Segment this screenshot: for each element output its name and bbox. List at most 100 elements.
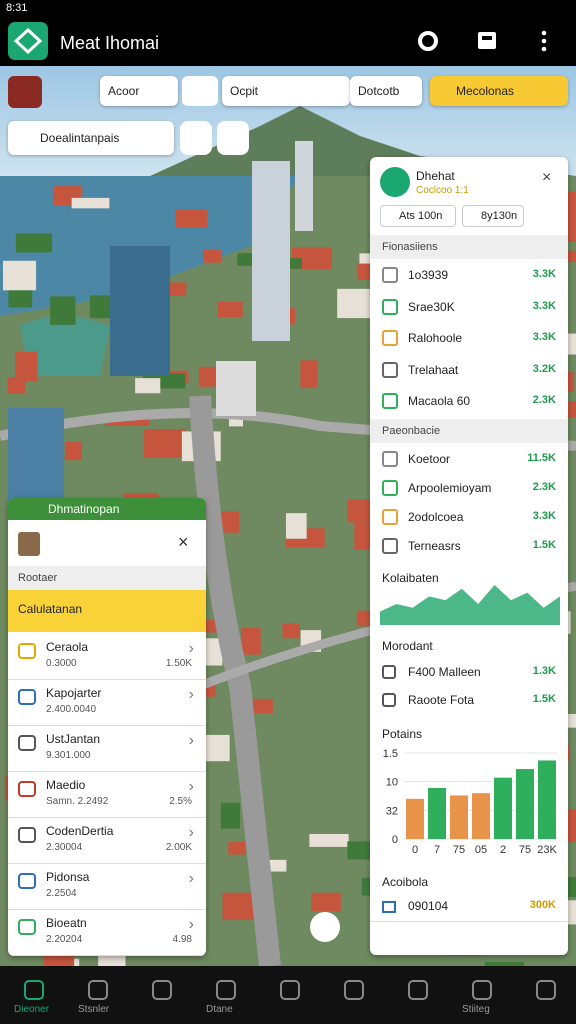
tab[interactable]: Ats 100n bbox=[380, 205, 456, 227]
row-value: 3.3K bbox=[532, 331, 556, 343]
nav-icon[interactable] bbox=[472, 980, 492, 1000]
bar bbox=[450, 795, 468, 839]
chip-label: Dotcotb bbox=[358, 84, 400, 98]
building bbox=[135, 378, 161, 394]
highlight-label: Calulatanan bbox=[18, 602, 83, 616]
nav-label: Dtane bbox=[206, 1004, 233, 1015]
filter-chip[interactable]: Ocpit bbox=[222, 76, 350, 106]
row-icon bbox=[382, 361, 398, 378]
building bbox=[50, 296, 76, 325]
row-value: 2.3K bbox=[532, 481, 556, 493]
list-item[interactable]: Pidonsa 2.2504 › bbox=[8, 864, 206, 910]
app-logo[interactable] bbox=[8, 22, 48, 60]
chevron: › bbox=[188, 640, 194, 657]
y-tick-label: 10 bbox=[386, 777, 398, 789]
trend-area bbox=[380, 585, 560, 625]
chevron: › bbox=[188, 732, 194, 749]
row-icon bbox=[382, 267, 398, 283]
list-item[interactable]: Bioeatn 2.20204 4.98 › bbox=[8, 910, 206, 956]
nav-label: Dieoner bbox=[14, 1004, 50, 1015]
filter-chip[interactable]: Acoor bbox=[100, 76, 178, 106]
app-actions[interactable] bbox=[412, 28, 562, 54]
row-value: 3.3K bbox=[532, 299, 556, 312]
item-icon bbox=[18, 781, 36, 797]
building bbox=[168, 282, 187, 297]
nav-icon[interactable] bbox=[408, 980, 428, 1000]
building bbox=[2, 260, 37, 291]
bottom-nav: Dieoner Stsnler Dtane Stiiteg bbox=[0, 966, 576, 1024]
item-subtitle: 2.400.0040 bbox=[46, 704, 97, 715]
row-value: 3.3K bbox=[532, 268, 556, 280]
filter-chip[interactable]: Dotcotb bbox=[350, 76, 422, 106]
building bbox=[98, 954, 126, 966]
pin-button[interactable] bbox=[180, 121, 212, 155]
avatar-chip[interactable] bbox=[182, 76, 218, 106]
nav-icon[interactable] bbox=[280, 980, 300, 1000]
row-label: Srae30K bbox=[408, 299, 455, 314]
chart-title: Potains bbox=[382, 727, 423, 741]
nav-icon[interactable] bbox=[216, 980, 236, 1000]
item-title: UstJantan bbox=[46, 732, 101, 746]
bar bbox=[494, 777, 512, 839]
nav-icon[interactable] bbox=[344, 980, 364, 1000]
building bbox=[356, 263, 374, 280]
building bbox=[564, 900, 576, 925]
section-title: Morodant bbox=[382, 639, 433, 653]
nav-icon[interactable] bbox=[152, 980, 172, 1000]
panel-logo bbox=[380, 167, 410, 197]
header-title: Dhmatinopan bbox=[48, 502, 120, 516]
compass-button[interactable] bbox=[310, 912, 340, 942]
menu-icon[interactable] bbox=[8, 76, 42, 108]
location-chip[interactable]: Doealintanpais bbox=[8, 121, 174, 155]
item-subtitle: 9.301.000 bbox=[46, 750, 91, 761]
nav-icon[interactable] bbox=[24, 980, 44, 1000]
section-title: Rootaer bbox=[18, 572, 58, 584]
item-subtitle: 2.2504 bbox=[46, 888, 77, 899]
bar bbox=[472, 793, 490, 839]
building bbox=[282, 623, 300, 639]
item-title: Kapojarter bbox=[46, 686, 102, 700]
building bbox=[222, 892, 258, 921]
chevron: › bbox=[188, 824, 194, 841]
section-bg bbox=[370, 235, 568, 259]
building bbox=[228, 841, 246, 855]
building bbox=[310, 892, 341, 912]
tab-label: 8y130n bbox=[481, 210, 518, 222]
bar bbox=[538, 760, 556, 839]
bar bbox=[406, 798, 424, 839]
item-title: Ceraola bbox=[46, 640, 89, 654]
section-title: Paeonbacie bbox=[382, 425, 441, 437]
building bbox=[241, 627, 261, 655]
building bbox=[217, 301, 243, 318]
item-title: Pidonsa bbox=[46, 870, 90, 884]
panel-actions[interactable] bbox=[370, 921, 568, 955]
row-value: 1.5K bbox=[532, 693, 556, 705]
nav-icon[interactable] bbox=[88, 980, 108, 1000]
footer-icon bbox=[382, 901, 396, 913]
building bbox=[285, 513, 307, 539]
building bbox=[337, 288, 373, 319]
highlight-bg[interactable] bbox=[8, 590, 206, 632]
building bbox=[143, 429, 186, 459]
list-item[interactable]: Maedio Samn. 2.2492 2.5% › bbox=[8, 772, 206, 818]
row-icon bbox=[382, 480, 398, 496]
item-title: Maedio bbox=[46, 778, 86, 792]
tab[interactable]: 8y130n bbox=[462, 205, 524, 227]
list-item[interactable]: CodenDertia 2.30004 2.00K › bbox=[8, 818, 206, 864]
refresh-button[interactable] bbox=[217, 121, 249, 155]
row-label: Trelahaat bbox=[408, 362, 459, 377]
item-title: Bioeatn bbox=[46, 916, 87, 930]
row-label: Macaola 60 bbox=[408, 394, 471, 408]
chevron: › bbox=[188, 870, 194, 887]
row-value: 2.3K bbox=[532, 394, 556, 406]
building bbox=[560, 250, 576, 263]
list-item[interactable]: UstJantan 9.301.000 › bbox=[8, 726, 206, 772]
nav-icon[interactable] bbox=[536, 980, 556, 1000]
chip-label: Acoor bbox=[108, 84, 140, 98]
building bbox=[309, 833, 349, 847]
list-item[interactable]: Kapojarter 2.400.0040 › bbox=[8, 680, 206, 726]
filter-chip[interactable]: Mecolonas bbox=[430, 76, 568, 106]
panel-title: Dhehat bbox=[416, 169, 455, 183]
list-item[interactable]: Ceraola 0.3000 1.50K › bbox=[8, 634, 206, 680]
building bbox=[300, 360, 318, 388]
